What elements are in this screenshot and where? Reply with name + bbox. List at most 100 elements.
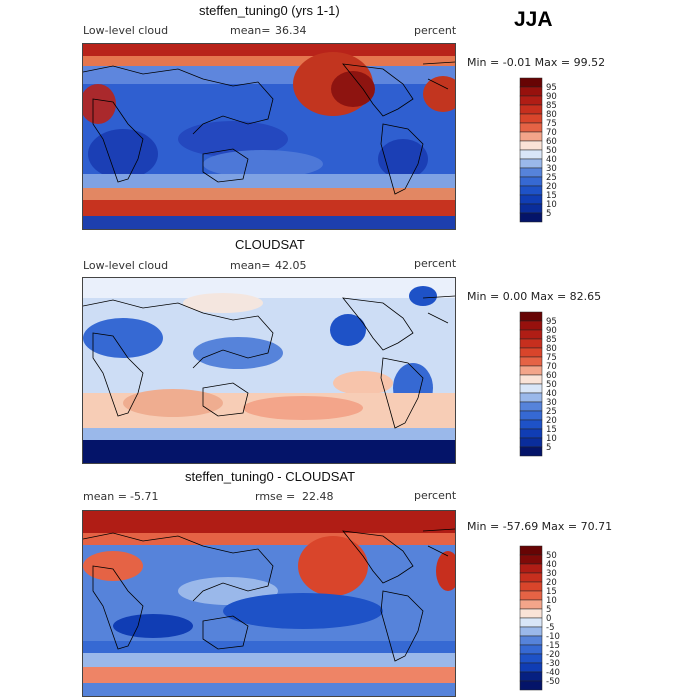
panel-2-south-transition bbox=[83, 428, 455, 440]
panel-1-colorbar-swatch bbox=[519, 95, 543, 106]
panel-2-units: percent bbox=[414, 257, 457, 270]
panel-2-colorbar-swatch bbox=[519, 446, 543, 457]
panel-1-map bbox=[82, 43, 456, 230]
panel-3-map bbox=[82, 510, 456, 697]
panel-3-antarctic-band bbox=[83, 683, 455, 696]
panel-2-colorbar-swatch bbox=[519, 392, 543, 403]
panel-1-southern-ocean-low bbox=[83, 188, 455, 200]
panel-2-arctic-band bbox=[83, 278, 455, 298]
panel-3-colorbar-tick-label: -40 bbox=[546, 668, 560, 678]
panel-1-colorbar-tick-label: 50 bbox=[546, 146, 557, 156]
panel-2-greenland-coast bbox=[422, 295, 455, 324]
panel-3-colorbar-tick-label: -10 bbox=[546, 632, 560, 642]
panel-1-colorbar-tick-label: 15 bbox=[546, 191, 557, 201]
panel-3-south-low bbox=[83, 641, 455, 653]
panel-3-colorbar-swatch bbox=[519, 563, 543, 574]
panel-3-colorbar-tick-label: 0 bbox=[546, 614, 551, 624]
panel-1-colorbar-tick-label: 80 bbox=[546, 110, 557, 120]
panel-1-natlantic-high bbox=[423, 76, 455, 112]
panel-2-map bbox=[82, 277, 456, 464]
panel-2-asia-low bbox=[193, 337, 283, 369]
panel-2-npacific-low bbox=[330, 314, 366, 346]
panel-1-colorbar: 95 90 85 80 75 70 60 50 40 30 25 20 15 10 5 bbox=[519, 77, 600, 228]
panel-2-samerica-coast bbox=[380, 357, 424, 429]
panel-3-colorbar-swatch bbox=[519, 662, 543, 673]
panel-2-colorbar-swatch bbox=[519, 437, 543, 448]
panel-2-colorbar-tick-label: 30 bbox=[546, 398, 557, 408]
panel-2-colorbar-swatch bbox=[519, 311, 543, 322]
panel-3-colorbar-swatch bbox=[519, 554, 543, 565]
panel-1-colorbar-tick-label: 95 bbox=[546, 83, 557, 93]
panel-3-tropics-low bbox=[223, 593, 383, 629]
panel-3-colorbar-swatch bbox=[519, 581, 543, 592]
panel-3-southern-ocean-high bbox=[83, 667, 455, 683]
panel-2-colorbar-swatch bbox=[519, 419, 543, 430]
panel-2-greenland-low bbox=[409, 286, 437, 306]
panel-2-colorbar-tick-label: 15 bbox=[546, 425, 557, 435]
panel-1-colorbar-swatch bbox=[519, 77, 543, 88]
panel-3-natlantic-high bbox=[436, 551, 455, 591]
panel-1-variable-label: Low-level cloud bbox=[83, 24, 169, 37]
panel-3-samerica-coast bbox=[380, 590, 424, 662]
panel-2-colorbar-tick-label: 95 bbox=[546, 317, 557, 327]
panel-1-colorbar-tick-label: 90 bbox=[546, 92, 557, 102]
panel-1-mean-value: 36.34 bbox=[275, 24, 307, 37]
panel-1-arctic-band bbox=[83, 44, 455, 56]
panel-3-colorbar-swatch bbox=[519, 644, 543, 655]
panel-1-antarctic-band bbox=[83, 216, 455, 229]
panel-2-colorbar-tick-label: 40 bbox=[546, 389, 557, 399]
panel-3-namerica-coast bbox=[342, 530, 414, 584]
panel-2-colorbar-swatch bbox=[519, 428, 543, 439]
panel-2-colorbar: 95 90 85 80 75 70 60 50 40 30 25 20 15 10 5 bbox=[519, 311, 600, 462]
panel-1-colorbar-tick-label: 40 bbox=[546, 155, 557, 165]
panel-2-variable-label: Low-level cloud bbox=[83, 259, 169, 272]
panel-3-colorbar-tick-label: -20 bbox=[546, 650, 560, 660]
panel-2-colorbar-tick-label: 85 bbox=[546, 335, 557, 345]
panel-2-mean-label: mean= bbox=[230, 259, 271, 272]
panel-1-colorbar-swatch bbox=[519, 113, 543, 124]
panel-1-colorbar-tick-label: 60 bbox=[546, 137, 557, 147]
panel-2-colorbar-swatch bbox=[519, 374, 543, 385]
panel-1-north-band bbox=[83, 56, 455, 66]
panel-2-antarctic-band bbox=[83, 440, 455, 463]
panel-1-minmax: Min = -0.01 Max = 99.52 bbox=[467, 56, 606, 69]
season-label: JJA bbox=[514, 8, 553, 31]
panel-3-colorbar-tick-label: -50 bbox=[546, 677, 560, 687]
panel-2-australia-coast bbox=[202, 382, 249, 417]
panel-1-colorbar-swatch bbox=[519, 149, 543, 160]
panel-3-greenland-coast bbox=[422, 528, 455, 557]
panel-3-mean-label: mean = bbox=[83, 490, 127, 503]
panel-3-minmax: Min = -57.69 Max = 70.71 bbox=[467, 520, 613, 533]
panel-1-atlantic-high bbox=[83, 84, 116, 124]
panel-3-colorbar-swatch bbox=[519, 617, 543, 628]
panel-1-spacific-band bbox=[203, 150, 323, 178]
panel-1-tropics-low bbox=[178, 121, 288, 157]
panel-2-sindian-pink bbox=[123, 389, 223, 417]
panel-3-rmse-label: rmse = bbox=[255, 490, 296, 503]
panel-1-colorbar-swatch bbox=[519, 176, 543, 187]
panel-1-colorbar-tick-label: 25 bbox=[546, 173, 557, 183]
panel-2-colorbar-swatch bbox=[519, 365, 543, 376]
panel-2-colorbar-swatch bbox=[519, 383, 543, 394]
panel-2-map-canvas bbox=[83, 278, 455, 463]
panel-3-colorbar-tick-label: 10 bbox=[546, 596, 557, 606]
panel-2-colorbar-tick-label: 5 bbox=[546, 443, 551, 453]
panel-1-africa-low bbox=[88, 129, 158, 179]
panel-1-colorbar-tick-label: 5 bbox=[546, 209, 551, 219]
panel-3-colorbar-swatch bbox=[519, 626, 543, 637]
panel-1-colorbar-tick-label: 20 bbox=[546, 182, 557, 192]
panel-1-units: percent bbox=[414, 24, 457, 37]
panel-2-colorbar-swatch bbox=[519, 401, 543, 412]
panel-3-colorbar: 50 40 30 20 15 10 5 0 -5 -10 -15 -20 -30 -40 -50 bbox=[519, 545, 600, 696]
panel-2-namerica-coast bbox=[342, 297, 414, 351]
panel-2-colorbar-swatch bbox=[519, 338, 543, 349]
panel-3-colorbar-tick-label: 50 bbox=[546, 551, 557, 561]
panel-2-colorbar-swatch bbox=[519, 410, 543, 421]
panel-1-africa-coast bbox=[92, 98, 144, 183]
panel-3-arctic-band bbox=[83, 511, 455, 533]
panel-1-colorbar-swatch bbox=[519, 167, 543, 178]
panel-1-colorbar-swatch bbox=[519, 104, 543, 115]
panel-3-colorbar-swatch bbox=[519, 653, 543, 664]
